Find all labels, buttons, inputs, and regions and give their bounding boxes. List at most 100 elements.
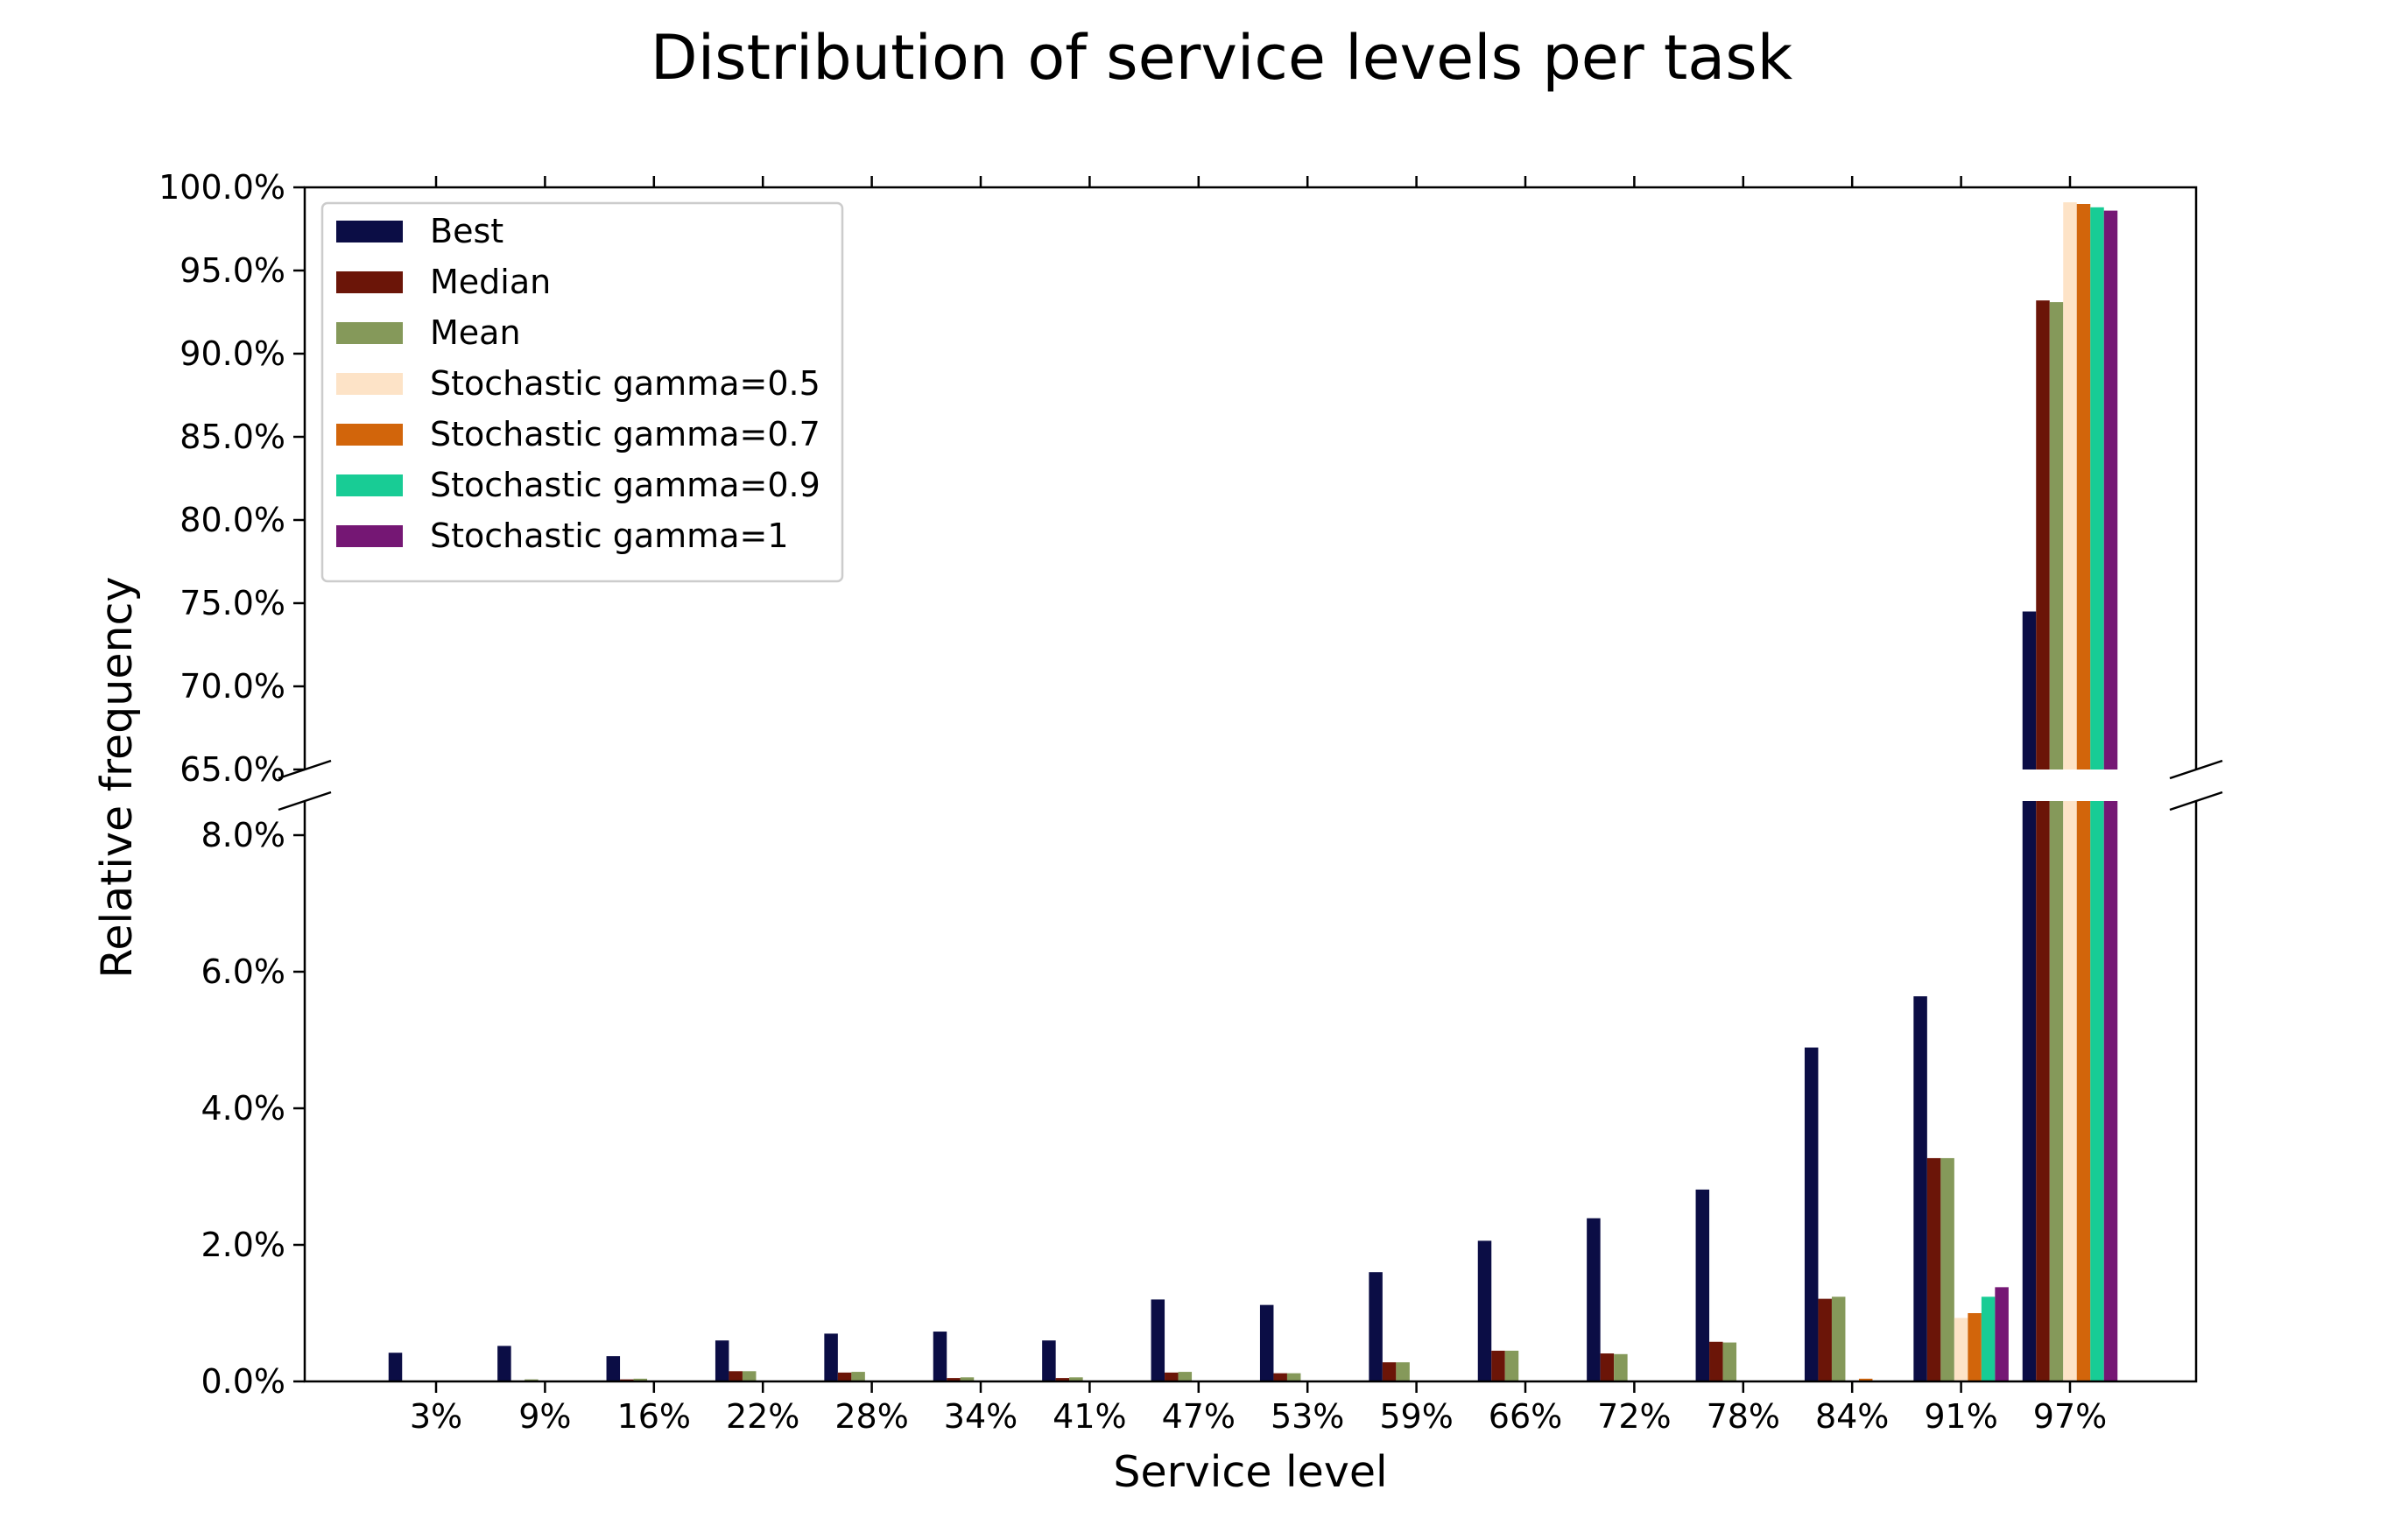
legend-label: Stochastic gamma=0.5 (430, 364, 820, 403)
bar (729, 1371, 743, 1381)
bar (824, 1333, 838, 1381)
series-6 (1995, 210, 2118, 1381)
bar (1709, 1341, 1723, 1381)
bar-lower-segment (2063, 801, 2077, 1381)
y-tick-label: 85.0% (180, 418, 285, 456)
bar (960, 1377, 975, 1381)
bar (1369, 1272, 1383, 1381)
bar (1259, 1304, 1274, 1381)
y-tick-label: 65.0% (180, 750, 285, 789)
bar (1491, 1350, 1505, 1381)
bar (1614, 1353, 1628, 1381)
legend-swatch (336, 525, 403, 547)
series-5 (1981, 207, 2104, 1381)
x-tick-label: 3% (410, 1397, 462, 1436)
bar (1831, 1297, 1846, 1381)
bar (2063, 202, 2077, 770)
bar (1968, 1313, 1982, 1381)
bar (1165, 1372, 1179, 1381)
legend-label: Median (430, 263, 551, 301)
bar (2022, 611, 2037, 770)
legend-frame (320, 201, 844, 583)
y-tick-label: 8.0% (201, 816, 285, 854)
bar (1477, 1240, 1492, 1381)
bar (2076, 204, 2091, 770)
bar (1382, 1362, 1397, 1381)
bar (1804, 1047, 1819, 1381)
y-tick-label: 100.0% (158, 168, 285, 207)
y-tick-label: 75.0% (180, 584, 285, 622)
x-tick-label: 97% (2033, 1397, 2107, 1436)
legend: Best Median Mean Stochastic gamma=0.5 Stocha… (320, 201, 844, 583)
y-tick-label: 80.0% (180, 501, 285, 539)
legend-label: Mean (430, 313, 521, 352)
legend-swatch (336, 474, 403, 496)
axis-break-mark (2169, 759, 2223, 780)
x-tick-label: 28% (834, 1397, 908, 1436)
bar (1818, 1298, 1832, 1381)
y-axis-label: Relative frequency (92, 577, 142, 979)
y-tick-label: 2.0% (201, 1226, 285, 1264)
bar-lower-segment (2036, 801, 2050, 1381)
y-tick-label: 6.0% (201, 952, 285, 991)
y-tick-label: 95.0% (180, 251, 285, 290)
bar (1151, 1299, 1165, 1381)
axis-break-mark (278, 791, 332, 812)
bar (947, 1378, 961, 1381)
series-3 (1954, 202, 2077, 1381)
series-1 (620, 300, 2050, 1381)
bar-lower-segment (2103, 801, 2118, 1381)
bar (1722, 1342, 1737, 1381)
legend-swatch (336, 373, 403, 395)
bar (633, 1378, 648, 1381)
upper-axes-frame (303, 186, 2198, 770)
bar (2103, 210, 2118, 770)
bar (1069, 1377, 1083, 1381)
bar (2090, 207, 2104, 770)
bar (2049, 302, 2064, 770)
bar (1504, 1350, 1519, 1381)
bar (1940, 1157, 1954, 1381)
chart-title: Distribution of service levels per task (651, 22, 1793, 94)
axis-break-mark (2169, 791, 2223, 812)
bar-lower-segment (2049, 801, 2064, 1381)
bar (715, 1340, 729, 1381)
bar (1286, 1373, 1301, 1381)
x-tick-label: 22% (726, 1397, 799, 1436)
bar (1396, 1362, 1410, 1381)
bar (1954, 1318, 1968, 1381)
legend-label: Stochastic gamma=1 (430, 517, 789, 555)
bar-lower-segment (2090, 801, 2104, 1381)
legend-swatch (336, 271, 403, 293)
x-tick-label: 78% (1707, 1397, 1780, 1436)
x-tick-label: 91% (1924, 1397, 1997, 1436)
y-tick-label: 4.0% (201, 1089, 285, 1128)
bar (1995, 1287, 2009, 1381)
bar (742, 1371, 757, 1381)
bar-lower-segment (2022, 801, 2037, 1381)
legend-swatch (336, 322, 403, 344)
x-tick-label: 72% (1597, 1397, 1671, 1436)
bar (1178, 1372, 1193, 1381)
bar-lower-segment (2076, 801, 2091, 1381)
y-tick-label: 70.0% (180, 667, 285, 706)
bar (1858, 1378, 1873, 1381)
legend-label: Stochastic gamma=0.9 (430, 466, 820, 504)
x-tick-label: 16% (617, 1397, 691, 1436)
bar (1055, 1378, 1070, 1381)
bar (497, 1346, 511, 1381)
bar (933, 1332, 947, 1381)
y-tick-label: 90.0% (180, 334, 285, 373)
legend-label: Best (430, 212, 503, 250)
legend-label: Stochastic gamma=0.7 (430, 415, 820, 453)
x-tick-label: 34% (944, 1397, 1017, 1436)
bar (1273, 1373, 1287, 1381)
x-tick-label: 41% (1053, 1397, 1126, 1436)
x-tick-label: 9% (518, 1397, 571, 1436)
lower-axes-frame (303, 801, 2198, 1383)
plot-area: 65.0% 70.0% 75.0% 80.0% 85.0% 90.0% 95.0% 100.0… (158, 168, 2223, 1436)
x-tick-label: 66% (1489, 1397, 1562, 1436)
x-tick-label: 59% (1379, 1397, 1453, 1436)
x-tick-label: 84% (1815, 1397, 1889, 1436)
